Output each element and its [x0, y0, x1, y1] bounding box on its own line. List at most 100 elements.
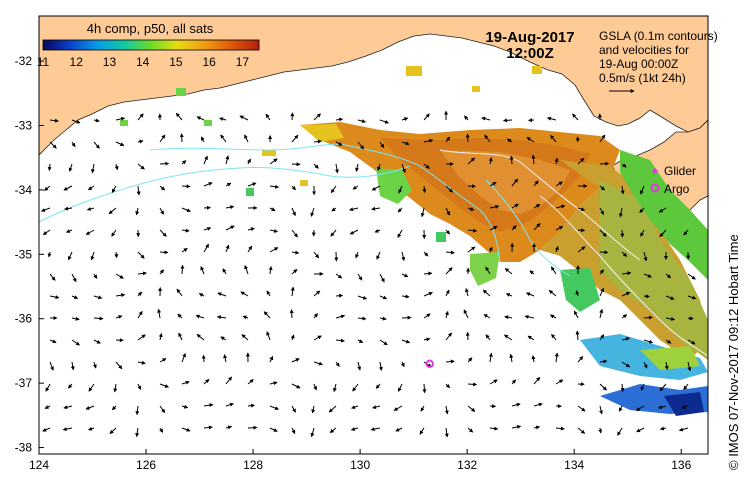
velocity-arrow: [45, 383, 51, 392]
colorbar: 4h comp, p50, all sats 11 12 13 14 15 16 17: [37, 21, 260, 69]
velocity-arrow: [577, 157, 585, 165]
velocity-arrow: [687, 316, 694, 321]
velocity-arrow: [464, 115, 469, 121]
velocity-arrow: [357, 339, 364, 344]
gsla-note-line: 19-Aug 00:00Z: [599, 57, 678, 71]
velocity-arrow: [378, 361, 383, 372]
velocity-arrow: [203, 182, 213, 187]
velocity-arrow: [665, 273, 672, 279]
velocity-arrow: [445, 359, 455, 364]
velocity-arrow: [225, 205, 235, 210]
velocity-arrow: [86, 206, 95, 211]
velocity-arrow: [137, 360, 146, 365]
velocity-arrow: [71, 119, 81, 124]
velocity-arrow: [240, 291, 249, 297]
velocity-arrow: [313, 335, 322, 341]
velocity-arrow: [200, 265, 205, 275]
velocity-arrow: [379, 316, 387, 321]
velocity-arrow: [444, 427, 449, 438]
velocity-arrow: [330, 229, 337, 237]
velocity-arrow: [465, 288, 469, 297]
velocity-arrow: [62, 427, 73, 432]
velocity-arrow: [355, 163, 360, 172]
velocity-arrow: [420, 405, 425, 412]
velocity-arrow: [225, 376, 233, 385]
velocity-arrow: [159, 250, 169, 255]
velocity-arrow: [159, 229, 167, 237]
velocity-arrow: [467, 382, 478, 387]
velocity-arrow: [397, 383, 403, 392]
velocity-arrow: [599, 161, 610, 166]
velocity-arrow: [291, 229, 298, 238]
velocity-arrow: [49, 141, 57, 149]
velocity-arrow: [555, 181, 563, 187]
velocity-arrow: [643, 251, 648, 262]
velocity-arrow: [222, 268, 227, 275]
velocity-arrow: [159, 358, 167, 363]
velocity-arrow: [335, 273, 343, 279]
velocity-arrow: [176, 288, 183, 297]
velocity-arrow: [331, 207, 337, 212]
velocity-arrow: [44, 185, 51, 191]
velocity-arrow: [349, 207, 359, 212]
velocity-arrow: [201, 354, 206, 363]
velocity-arrow: [241, 334, 249, 341]
lat-tick-label: -33: [15, 119, 33, 133]
velocity-arrow: [311, 405, 316, 414]
velocity-arrow: [263, 311, 271, 319]
velocity-arrow: [111, 229, 117, 237]
velocity-arrow: [550, 134, 557, 143]
lat-tick-label: -35: [15, 247, 33, 261]
velocity-arrow: [203, 243, 209, 253]
velocity-arrow: [377, 163, 381, 172]
velocity-arrow: [335, 117, 344, 122]
velocity-arrow: [239, 115, 249, 121]
velocity-arrow: [379, 141, 385, 149]
velocity-arrow: [511, 379, 517, 385]
velocity-arrow: [643, 294, 650, 299]
velocity-arrow: [505, 293, 513, 297]
argo-legend-icon: [650, 183, 660, 193]
velocity-arrow: [196, 333, 205, 341]
velocity-arrow: [137, 334, 146, 341]
velocity-arrow: [181, 207, 191, 212]
velocity-arrow: [643, 361, 648, 369]
velocity-arrow: [599, 383, 607, 391]
velocity-arrow: [137, 163, 145, 170]
velocity-arrow: [395, 427, 403, 432]
velocity-arrow: [269, 427, 278, 432]
velocity-arrow: [159, 207, 165, 215]
velocity-arrow: [247, 158, 251, 165]
velocity-arrow: [247, 245, 253, 253]
velocity-arrow: [313, 313, 318, 319]
velocity-arrow: [357, 119, 367, 124]
lat-tick-label: -32: [15, 54, 33, 68]
velocity-arrow: [371, 206, 381, 211]
velocity-arrow: [137, 310, 143, 319]
velocity-arrow: [687, 273, 696, 280]
credit-text: © IMOS 07-Nov-2017 09:12 Hobart Time: [726, 234, 741, 470]
velocity-arrow: [423, 138, 434, 143]
velocity-arrow: [467, 228, 478, 233]
velocity-arrow: [313, 383, 317, 391]
velocity-arrow: [620, 229, 625, 238]
velocity-arrow: [137, 139, 144, 144]
velocity-arrow: [555, 379, 564, 385]
velocity-arrow: [419, 427, 425, 435]
velocity-arrow: [548, 289, 557, 297]
velocity-arrow: [137, 271, 147, 276]
velocity-arrow: [423, 291, 433, 297]
velocity-arrow: [445, 229, 451, 235]
velocity-arrow: [640, 383, 645, 391]
velocity-arrow: [621, 314, 628, 319]
velocity-arrows: [40, 110, 697, 438]
velocity-arrow: [42, 229, 51, 236]
velocity-arrow: [554, 245, 559, 253]
velocity-arrow: [401, 117, 409, 122]
velocity-arrow: [526, 137, 535, 143]
colorbar-tick-label: 17: [236, 55, 250, 69]
velocity-arrow: [265, 113, 271, 121]
velocity-arrow: [291, 427, 296, 435]
velocity-arrow: [181, 427, 191, 432]
velocity-arrow: [351, 405, 359, 409]
